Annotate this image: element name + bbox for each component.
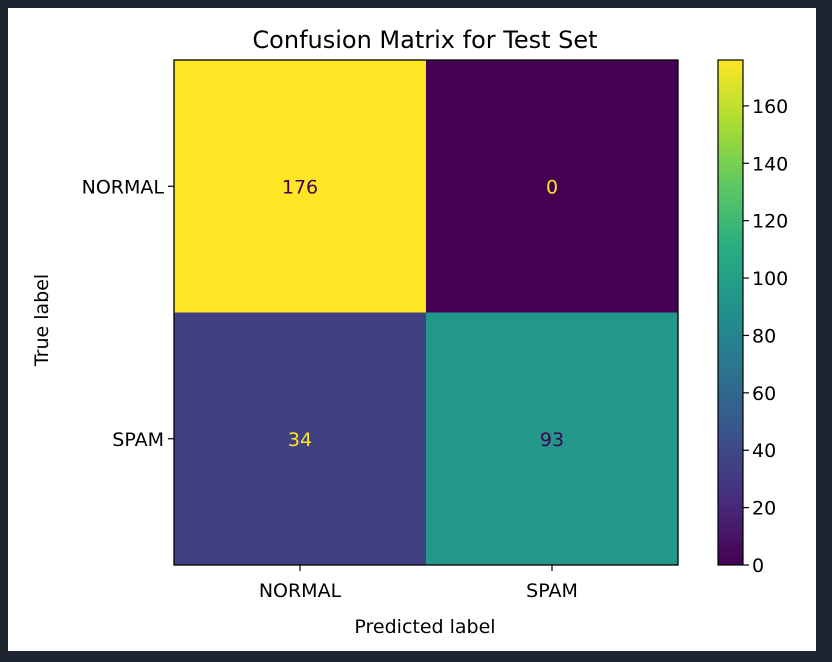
colorbar-tick-label: 120 [752, 211, 788, 233]
cell-value-label: 176 [282, 176, 318, 198]
matrix-cells: 176 0 34 93 [173, 59, 679, 566]
axis-ticks: NORMAL SPAM NORMAL SPAM [82, 176, 578, 602]
colorbar-tick-label: 140 [752, 153, 788, 175]
cell-value-label: 34 [288, 429, 312, 451]
matrix-cell-1-0 [174, 312, 426, 565]
confusion-matrix-chart: Confusion Matrix for Test Set 176 0 34 93 N… [31, 26, 788, 638]
chart-title: Confusion Matrix for Test Set [252, 26, 597, 54]
colorbar: 0 20 40 60 80 100 120 140 160 [717, 59, 788, 577]
matrix-cell-1-1 [426, 312, 678, 565]
matrix-cell-0-1 [426, 60, 678, 313]
colorbar-tick-label: 60 [752, 383, 776, 405]
matrix-cell-0-0 [174, 60, 426, 313]
matrix-frame [173, 59, 679, 566]
y-tick-label-normal: NORMAL [82, 176, 165, 198]
colorbar-tick-label: 80 [752, 325, 776, 347]
x-axis-label: Predicted label [354, 616, 495, 638]
colorbar-gradient [718, 60, 743, 565]
colorbar-tick-label: 40 [752, 440, 776, 462]
x-tick-label-spam: SPAM [526, 580, 578, 602]
cell-value-label: 0 [546, 176, 558, 198]
figure-panel: Confusion Matrix for Test Set 176 0 34 93 N… [8, 8, 816, 651]
cell-value-label: 93 [540, 429, 564, 451]
colorbar-tick-label: 0 [752, 555, 764, 577]
y-tick-label-spam: SPAM [112, 429, 164, 451]
colorbar-tick-label: 100 [752, 268, 788, 290]
x-tick-label-normal: NORMAL [259, 580, 342, 602]
colorbar-tick-label: 160 [752, 96, 788, 118]
colorbar-frame [717, 59, 744, 566]
colorbar-tick-label: 20 [752, 498, 776, 520]
y-axis-label: True label [31, 274, 53, 367]
